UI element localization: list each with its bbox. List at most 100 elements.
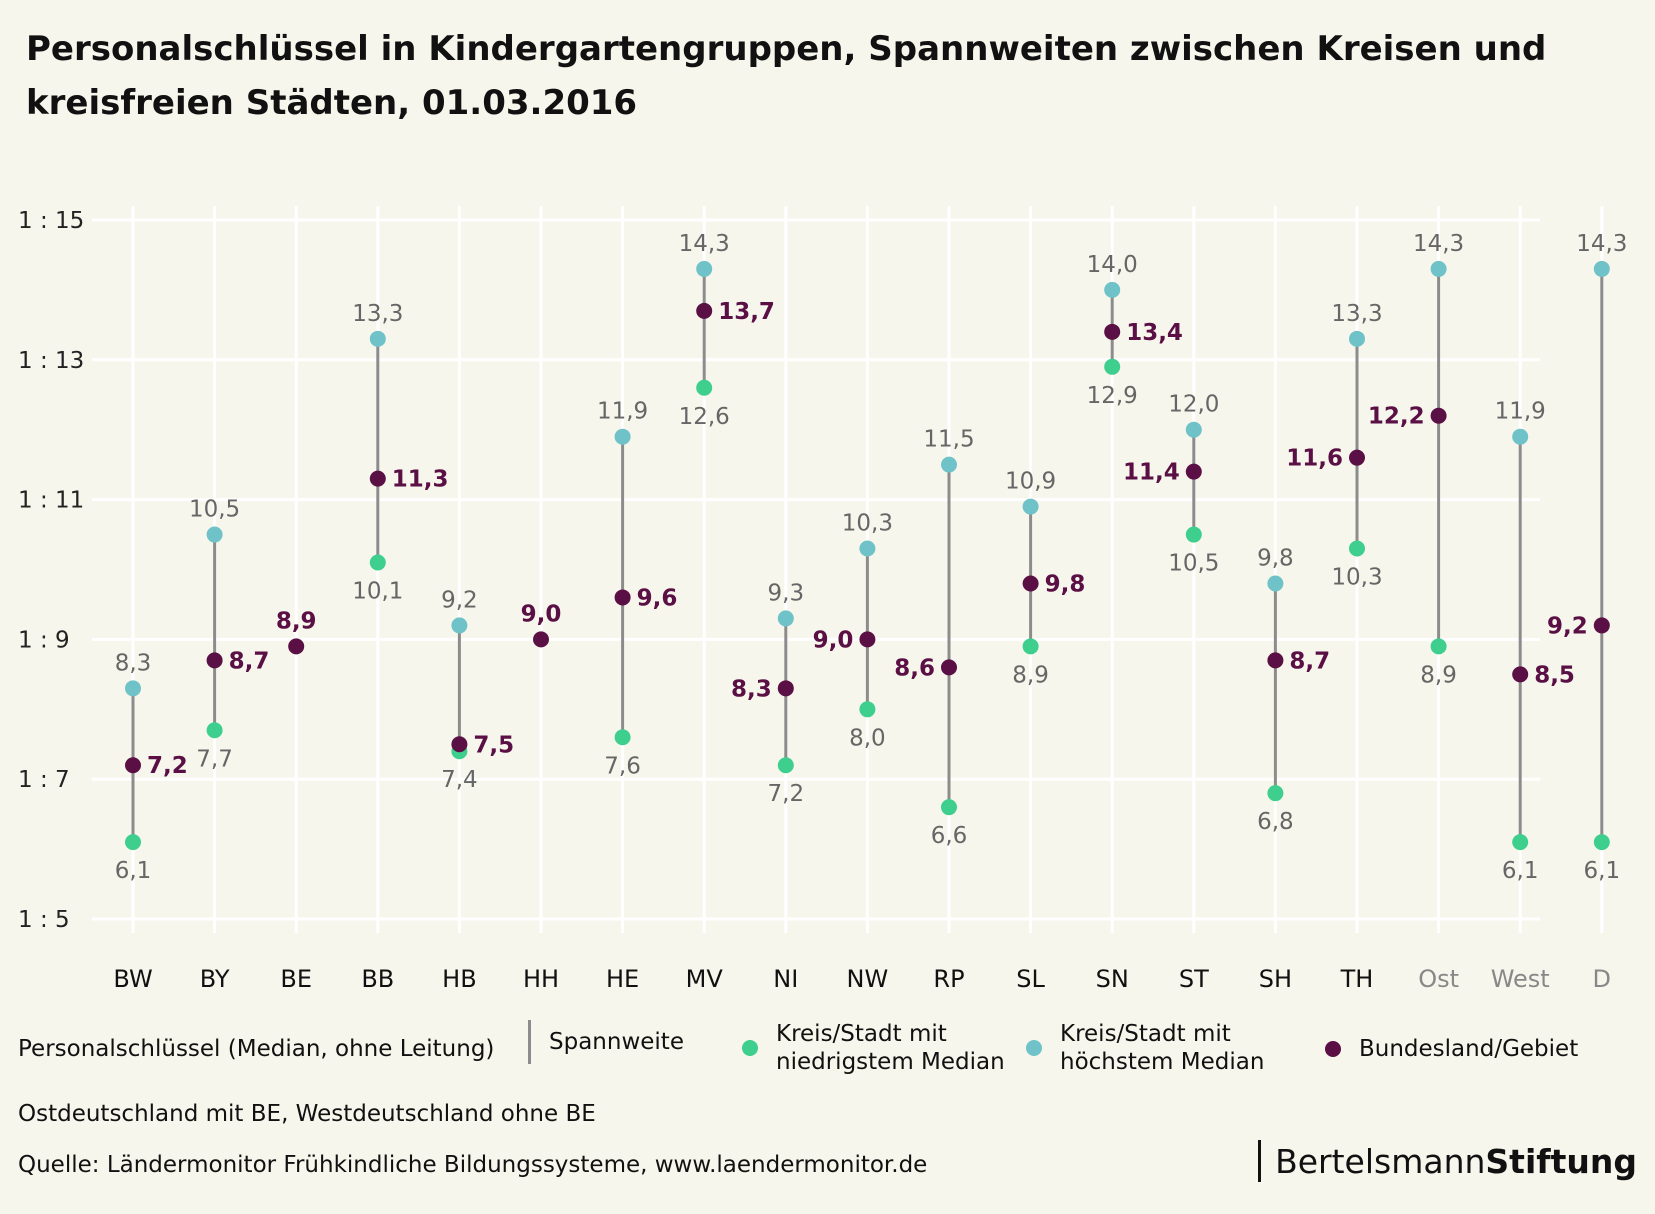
brand-part2: Stiftung: [1485, 1141, 1637, 1181]
state-point: [125, 757, 141, 774]
high-value-label: 11,5: [923, 427, 974, 453]
brand-part1: Bertelsmann: [1275, 1141, 1486, 1181]
high-point: [1349, 330, 1365, 347]
low-value-label: 7,7: [196, 746, 233, 772]
state-value-label: 7,2: [147, 753, 188, 779]
low-value-label: 8,9: [1012, 662, 1049, 688]
x-tick-label: RP: [933, 965, 964, 993]
low-value-label: 8,0: [849, 725, 886, 751]
legend-high: Kreis/Stadt mit höchstem Median: [1026, 1020, 1280, 1076]
state-value-label: 9,6: [637, 585, 678, 611]
state-point: [941, 659, 957, 676]
low-value-label: 10,3: [1331, 565, 1382, 591]
state-value-label: 9,2: [1547, 613, 1588, 639]
low-value-label: 7,4: [441, 767, 478, 793]
low-point: [369, 554, 386, 571]
legend-range: Spannweite: [528, 1020, 684, 1064]
state-value-label: 11,6: [1286, 446, 1343, 472]
high-value-label: 9,3: [768, 580, 805, 606]
low-point: [777, 757, 794, 774]
x-tick-label: TH: [1340, 965, 1374, 993]
x-tick-label: BE: [280, 965, 312, 993]
state-value-label: 8,7: [229, 648, 270, 674]
teal-dot-icon: [1026, 1040, 1042, 1056]
high-value-label: 14,0: [1087, 252, 1138, 278]
high-point: [1022, 498, 1039, 515]
x-tick-label: SL: [1016, 965, 1045, 993]
state-value-label: 7,5: [473, 732, 514, 758]
low-point: [696, 379, 713, 396]
state-value-label: 12,2: [1368, 404, 1425, 430]
high-value-label: 11,9: [1495, 399, 1546, 425]
high-value-label: 13,3: [352, 301, 403, 327]
low-point: [1512, 834, 1529, 851]
range-line-icon: [528, 1020, 531, 1064]
source-text: Quelle: Ländermonitor Frühkindliche Bild…: [18, 1152, 928, 1178]
low-point: [859, 701, 876, 718]
legend-low: Kreis/Stadt mit niedrigstem Median: [742, 1020, 1016, 1076]
state-point: [1512, 666, 1529, 683]
state-value-label: 8,6: [894, 655, 935, 681]
high-point: [451, 617, 468, 634]
state-value-label: 11,4: [1123, 460, 1180, 486]
high-point: [859, 540, 876, 557]
low-value-label: 6,1: [1584, 858, 1621, 884]
y-tick-label: 1 : 11: [18, 488, 84, 514]
legend: Personalschlüssel (Median, ohne Leitung)…: [18, 1020, 1638, 1080]
high-point: [614, 428, 631, 445]
high-point: [1593, 260, 1610, 277]
low-point: [1104, 358, 1121, 375]
x-tick-label: HE: [606, 965, 639, 993]
state-value-label: 11,3: [392, 467, 449, 493]
high-value-label: 11,9: [597, 399, 648, 425]
state-value-label: 8,7: [1289, 648, 1330, 674]
brand-logo: Bertelsmann Stiftung: [1258, 1140, 1637, 1182]
x-tick-label: MV: [686, 965, 724, 993]
high-point: [1430, 260, 1447, 277]
x-tick-label: NW: [847, 965, 889, 993]
state-value-label: 8,9: [276, 608, 317, 634]
low-value-label: 6,1: [115, 858, 152, 884]
purple-dot-icon: [1325, 1041, 1341, 1057]
low-value-label: 12,6: [679, 404, 730, 430]
state-point: [288, 638, 305, 655]
y-tick-label: 1 : 5: [18, 907, 70, 933]
state-point: [614, 589, 631, 606]
high-value-label: 13,3: [1331, 301, 1382, 327]
legend-state-label: Bundesland/Gebiet: [1359, 1036, 1579, 1062]
state-value-label: 13,7: [718, 299, 775, 325]
high-point: [1104, 281, 1121, 298]
state-point: [1022, 575, 1039, 592]
legend-heading: Personalschlüssel (Median, ohne Leitung): [18, 1036, 495, 1062]
chart-title: Personalschlüssel in Kindergartengruppen…: [26, 29, 1547, 123]
state-point: [1104, 323, 1121, 340]
x-tick-label: D: [1593, 965, 1611, 993]
low-value-label: 10,5: [1168, 551, 1219, 577]
state-point: [1185, 463, 1202, 480]
high-point: [696, 260, 713, 277]
footnote: Ostdeutschland mit BE, Westdeutschland o…: [18, 1101, 596, 1127]
brand-separator: [1258, 1140, 1262, 1182]
state-point: [206, 652, 223, 669]
high-point: [941, 456, 957, 473]
x-tick-label: West: [1491, 965, 1550, 993]
high-value-label: 9,2: [441, 587, 478, 613]
high-value-label: 10,3: [842, 511, 893, 537]
high-value-label: 8,3: [115, 650, 152, 676]
low-point: [1022, 638, 1039, 655]
high-value-label: 10,5: [189, 497, 240, 523]
low-point: [1349, 540, 1365, 557]
low-value-label: 12,9: [1087, 383, 1138, 409]
low-point: [1267, 785, 1284, 802]
x-tick-label: HB: [442, 965, 477, 993]
low-value-label: 6,1: [1502, 858, 1539, 884]
high-value-label: 10,9: [1005, 469, 1056, 495]
high-value-label: 12,0: [1168, 392, 1219, 418]
state-value-label: 8,5: [1534, 662, 1575, 688]
x-tick-label: BY: [200, 965, 230, 993]
low-point: [1185, 526, 1202, 543]
low-value-label: 6,8: [1257, 809, 1294, 835]
high-value-label: 14,3: [1413, 231, 1464, 257]
y-tick-label: 1 : 15: [18, 208, 84, 234]
high-point: [125, 680, 141, 697]
